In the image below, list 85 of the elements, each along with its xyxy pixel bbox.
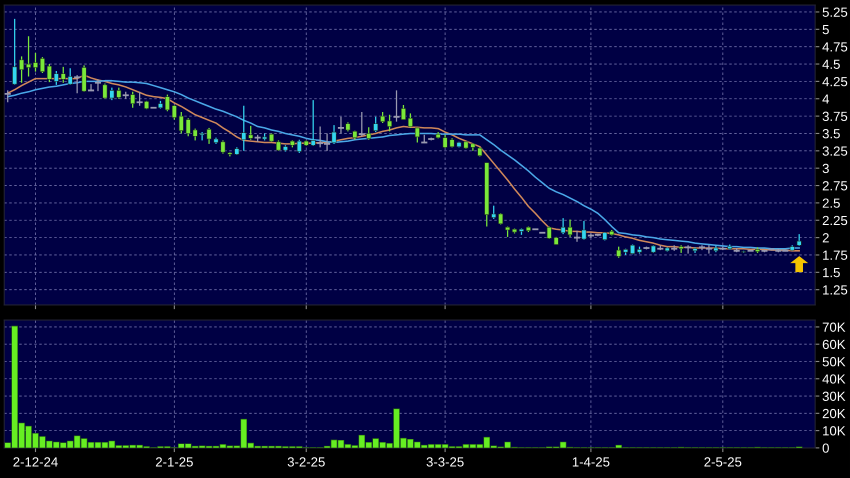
candlestick — [164, 94, 170, 112]
x-tick-label: 2-1-25 — [156, 457, 193, 467]
candlestick — [568, 218, 573, 238]
candlestick — [796, 234, 802, 247]
candlestick — [33, 52, 38, 72]
candlestick — [421, 134, 428, 144]
candlestick — [630, 244, 635, 255]
y-tick-label: 20K — [822, 408, 846, 418]
candlestick — [582, 220, 586, 240]
candlestick — [408, 112, 413, 129]
candlestick — [82, 64, 87, 92]
candlestick — [248, 125, 254, 140]
y-tick-label: 5 — [822, 25, 829, 34]
y-tick-label: 2 — [822, 233, 829, 242]
y-tick-label: 3 — [822, 164, 829, 174]
y-tick-label: 3.75 — [822, 112, 848, 122]
candlestick — [102, 82, 108, 100]
candlestick — [116, 87, 122, 100]
candlestick — [296, 139, 302, 154]
candlestick — [505, 226, 510, 238]
candlestick — [74, 74, 80, 94]
y-tick-label: 2.5 — [822, 198, 840, 208]
candlestick — [414, 126, 420, 144]
candlestick — [54, 70, 59, 86]
candlestick — [136, 91, 143, 106]
y-tick-label: 2.75 — [822, 181, 848, 190]
candlestick — [206, 127, 212, 145]
candlestick — [60, 66, 66, 84]
candlestick — [4, 90, 11, 103]
y-tick-label: 2.25 — [822, 216, 848, 226]
y-tick-label: 1.5 — [823, 268, 840, 278]
candlestick — [46, 63, 52, 83]
y-tick-label: 4.25 — [822, 76, 848, 86]
candlestick — [332, 124, 336, 145]
y-tick-label: 10K — [823, 426, 846, 436]
candlestick — [560, 218, 566, 235]
candlestick — [68, 68, 73, 86]
candlestick — [192, 128, 198, 142]
candlestick — [122, 91, 129, 100]
candlestick — [178, 111, 184, 134]
candlestick — [373, 116, 378, 133]
y-tick-label: 30K — [822, 392, 846, 401]
candlestick — [358, 111, 365, 137]
candlestick — [401, 104, 406, 120]
y-tick-label: 3.5 — [822, 129, 840, 138]
candlestick — [12, 18, 18, 86]
y-tick-label: 4 — [822, 94, 830, 104]
candlestick — [186, 118, 191, 137]
y-tick-label: 4.75 — [822, 42, 848, 52]
candlestick — [172, 104, 177, 120]
y-tick-label: 50K — [822, 357, 846, 366]
candlestick — [26, 36, 31, 78]
candlestick — [345, 122, 350, 132]
candlestick — [40, 56, 45, 74]
x-tick-label: 2-12-24 — [13, 457, 58, 466]
x-tick-label: 2-5-25 — [704, 457, 742, 467]
y-tick-label: 1.75 — [823, 250, 848, 260]
candlestick — [241, 105, 246, 152]
y-tick-label: 0 — [822, 443, 829, 453]
candlestick — [491, 205, 496, 220]
candlestick — [380, 111, 386, 124]
candlestick — [387, 114, 392, 132]
x-tick-label: 3-3-25 — [426, 457, 464, 467]
candlestick — [310, 100, 316, 147]
candlestick — [276, 140, 281, 152]
candlestick — [109, 87, 114, 101]
candlestick — [130, 91, 136, 108]
candlestick — [450, 138, 454, 148]
candlestick — [442, 134, 448, 149]
candlestick — [616, 246, 622, 258]
y-tick-label: 60K — [822, 340, 846, 350]
candlestick — [546, 226, 552, 240]
y-tick-label: 5.25 — [822, 8, 848, 17]
y-tick-label: 40K — [822, 374, 846, 384]
y-tick-label: 3.25 — [822, 146, 848, 156]
y-tick-label: 4.5 — [822, 60, 840, 69]
candlestick — [393, 90, 400, 122]
candlestick — [220, 140, 226, 154]
y-tick-label: 1.25 — [823, 285, 848, 295]
x-tick-label: 3-2-25 — [288, 457, 325, 467]
candlestick — [19, 56, 24, 84]
candlestick — [352, 130, 358, 140]
x-tick-label: 1-4-25 — [572, 457, 610, 467]
candlestick — [366, 126, 372, 140]
y-tick-label: 70K — [822, 322, 846, 332]
